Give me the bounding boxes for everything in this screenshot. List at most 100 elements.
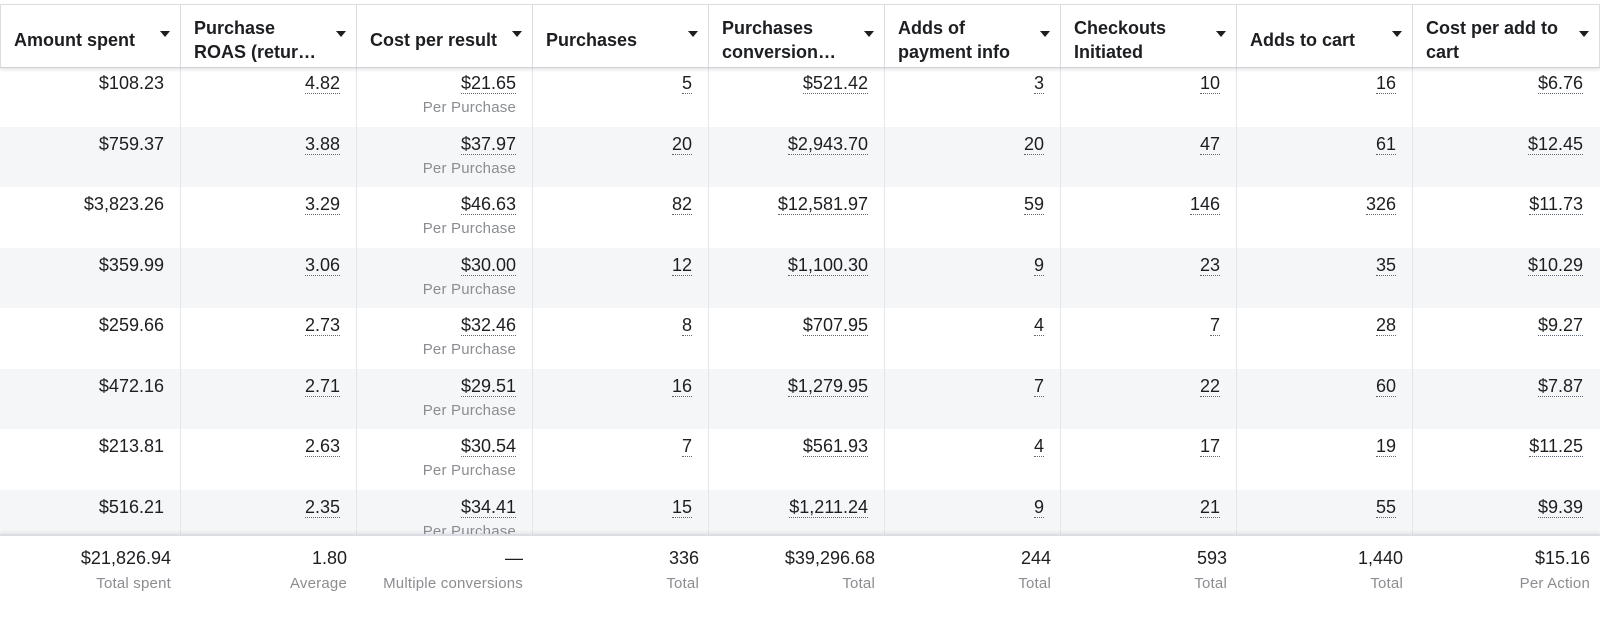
cell-value[interactable]: $561.93 (802, 436, 868, 457)
cell-purchases-conversion-value: $2,943.70 (709, 127, 885, 188)
cell-value[interactable]: $6.76 (1537, 73, 1583, 94)
cell-value[interactable]: 10 (1199, 73, 1220, 94)
cell-value[interactable]: 2.35 (304, 496, 340, 518)
cell-value[interactable]: 3.88 (304, 133, 340, 155)
cell-value[interactable]: $12.45 (1527, 133, 1583, 155)
sort-dropdown-icon[interactable] (336, 31, 346, 37)
cell-value[interactable]: 23 (1199, 254, 1220, 276)
cell-value[interactable]: 2.73 (304, 315, 340, 336)
cell-value[interactable]: 3.06 (304, 254, 340, 276)
cell-amount-spent: $516.21 (0, 490, 181, 551)
column-header-adds-of-payment-info[interactable]: Adds of payment info (885, 5, 1061, 67)
cell-value[interactable]: $46.63 (460, 194, 516, 215)
sort-dropdown-icon[interactable] (864, 31, 874, 37)
cell-value[interactable]: $30.00 (460, 254, 516, 276)
cell-cost-per-add-to-cart: $9.27 (1413, 308, 1600, 369)
cell-value[interactable]: 21 (1199, 496, 1220, 518)
cell-purchases-conversion-value: $521.42 (709, 66, 885, 127)
cell-value[interactable]: $11.25 (1529, 436, 1583, 457)
cell-value[interactable]: 12 (671, 254, 692, 276)
column-header-checkouts-initiated[interactable]: Checkouts Initiated (1061, 5, 1237, 67)
sort-dropdown-icon[interactable] (1392, 31, 1402, 37)
cell-value[interactable]: 9 (1033, 496, 1044, 518)
cell-checkouts-initiated: 17 (1061, 429, 1237, 490)
cell-value[interactable]: $707.95 (802, 315, 868, 336)
sort-dropdown-icon[interactable] (160, 31, 170, 37)
total-value: — (505, 548, 523, 568)
cell-value[interactable]: $1,211.24 (789, 496, 868, 518)
cell-value[interactable]: 47 (1199, 133, 1220, 155)
cell-value[interactable]: 7 (1209, 315, 1220, 336)
cell-value[interactable]: $30.54 (460, 436, 516, 457)
cell-value[interactable]: 8 (681, 315, 692, 336)
cell-value[interactable]: $7.87 (1537, 375, 1583, 397)
cell-value[interactable]: 17 (1199, 436, 1220, 457)
cell-value[interactable]: 4.82 (304, 73, 340, 94)
cell-value[interactable]: $521.42 (802, 73, 868, 94)
cell-adds-of-payment-info: 59 (885, 187, 1061, 248)
cell-value[interactable]: 19 (1375, 436, 1396, 457)
cell-value[interactable]: $1,279.95 (787, 375, 868, 397)
cell-value[interactable]: 16 (1375, 73, 1396, 94)
column-header-purchases-conversion-value[interactable]: Purchases conversion… (709, 5, 885, 67)
cell-checkouts-initiated: 22 (1061, 369, 1237, 430)
cell-value[interactable]: 55 (1375, 496, 1396, 518)
cell-value[interactable]: $34.41 (460, 496, 516, 518)
cell-value[interactable]: $1,100.30 (787, 254, 868, 276)
column-header-cost-per-result[interactable]: Cost per result (357, 5, 533, 67)
cell-value[interactable]: $9.39 (1537, 496, 1583, 518)
total-amount-spent: $21,826.94 Total spent (0, 536, 181, 628)
total-checkouts-initiated: 593 Total (1061, 536, 1237, 628)
cell-value[interactable]: 3.29 (304, 194, 340, 215)
sort-dropdown-icon[interactable] (512, 31, 522, 37)
cell-value[interactable]: $21.65 (460, 73, 516, 94)
cell-checkouts-initiated: 47 (1061, 127, 1237, 188)
cell-value[interactable]: 28 (1375, 315, 1396, 336)
cell-value[interactable]: $32.46 (460, 315, 516, 336)
sort-dropdown-icon[interactable] (1216, 31, 1226, 37)
cell-adds-of-payment-info: 20 (885, 127, 1061, 188)
cell-purchases-conversion-value: $12,581.97 (709, 187, 885, 248)
cell-value[interactable]: 326 (1365, 194, 1396, 215)
cell-value[interactable]: 60 (1375, 375, 1396, 397)
column-header-purchase-roas[interactable]: Purchase ROAS (retur… (181, 5, 357, 67)
column-header-label: Purchase ROAS (retur… (194, 18, 317, 62)
cell-value[interactable]: 7 (1033, 375, 1044, 397)
cell-value[interactable]: 3 (1033, 73, 1044, 94)
column-header-cost-per-add-to-cart[interactable]: Cost per add to cart (1413, 5, 1600, 67)
cell-value[interactable]: 35 (1375, 254, 1396, 276)
cell-value[interactable]: 20 (671, 133, 692, 155)
cell-value[interactable]: 4 (1033, 315, 1044, 336)
cell-value[interactable]: $10.29 (1527, 254, 1583, 276)
cell-value[interactable]: 2.63 (304, 436, 340, 457)
sort-dropdown-icon[interactable] (688, 31, 698, 37)
cell-adds-to-cart: 61 (1237, 127, 1413, 188)
column-header-purchases[interactable]: Purchases (533, 5, 709, 67)
column-header-amount-spent[interactable]: Amount spent (0, 5, 181, 67)
cell-value[interactable]: 4 (1033, 436, 1044, 457)
cell-value[interactable]: $37.97 (460, 133, 516, 155)
cell-value[interactable]: 5 (681, 73, 692, 94)
cell-value[interactable]: $2,943.70 (787, 133, 868, 155)
cell-value[interactable]: 7 (681, 436, 692, 457)
cell-value[interactable]: $11.73 (1529, 194, 1583, 215)
cell-value[interactable]: 146 (1189, 194, 1220, 215)
cell-value[interactable]: 22 (1199, 375, 1220, 397)
cell-value[interactable]: 61 (1375, 133, 1396, 155)
cell-purchase-roas: 3.06 (181, 248, 357, 309)
cell-amount-spent: $759.37 (0, 127, 181, 188)
cell-value[interactable]: $9.27 (1537, 315, 1583, 336)
cell-value[interactable]: $12,581.97 (777, 194, 868, 215)
cell-value[interactable]: 20 (1023, 133, 1044, 155)
cell-value[interactable]: 2.71 (304, 375, 340, 397)
sort-dropdown-icon[interactable] (1579, 31, 1589, 37)
cell-value[interactable]: 9 (1033, 254, 1044, 276)
cell-value[interactable]: $29.51 (460, 375, 516, 397)
cell-adds-of-payment-info: 9 (885, 490, 1061, 551)
cell-value[interactable]: 59 (1023, 194, 1044, 215)
cell-value[interactable]: 15 (671, 496, 692, 518)
cell-value[interactable]: 82 (671, 194, 692, 215)
cell-value[interactable]: 16 (671, 375, 692, 397)
sort-dropdown-icon[interactable] (1040, 31, 1050, 37)
column-header-adds-to-cart[interactable]: Adds to cart (1237, 5, 1413, 67)
